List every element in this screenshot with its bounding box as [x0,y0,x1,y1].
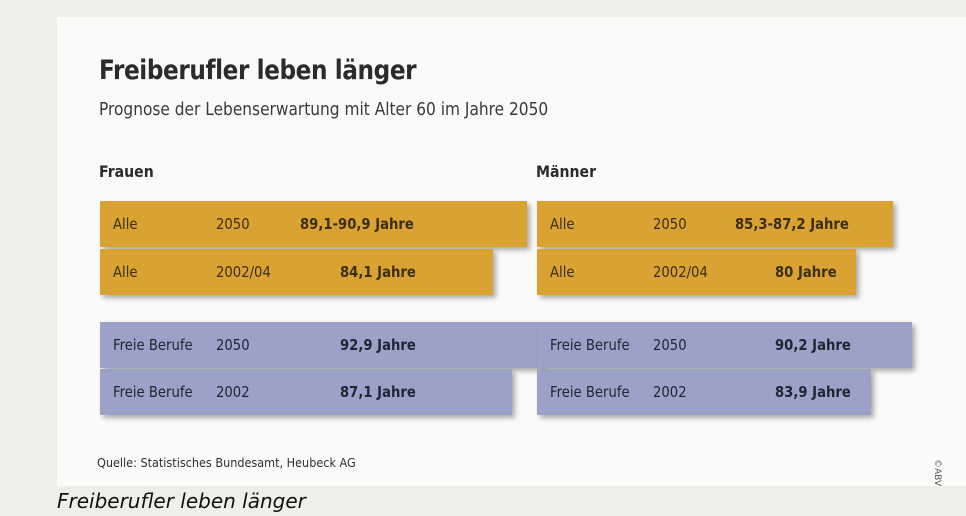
bar-category-label: Freie Berufe [550,383,630,401]
chart-subtitle: Prognose der Lebenserwartung mit Alter 6… [99,100,549,120]
bar-frauen-3: Freie Berufe 2002 87,1 Jahre [100,369,512,415]
infographic-panel: Freiberufler leben länger Prognose der L… [57,17,966,486]
bar-frauen-2: Freie Berufe 2050 92,9 Jahre [100,322,541,368]
bar-maenner-0: Alle 2050 85,3-87,2 Jahre [537,201,893,247]
bar-year-label: 2002 [216,383,250,401]
bar-year-label: 2002 [653,383,687,401]
bar-category-label: Freie Berufe [113,336,193,354]
source-note: Quelle: Statistisches Bundesamt, Heubeck… [97,455,356,470]
bar-value-label: 87,1 Jahre [340,383,416,401]
bar-year-label: 2050 [653,336,687,354]
group-title-frauen: Frauen [99,162,154,181]
image-caption: Freiberufler leben länger [57,489,306,513]
chart-title: Freiberufler leben länger [99,55,417,86]
bar-value-label: 85,3-87,2 Jahre [735,215,849,233]
bar-year-label: 2050 [216,215,250,233]
bar-value-label: 89,1-90,9 Jahre [300,215,414,233]
bar-category-label: Alle [550,263,575,281]
credit-label: ©ABV [932,459,942,487]
bar-year-label: 2002/04 [216,263,271,281]
bar-value-label: 80 Jahre [775,263,837,281]
bar-frauen-1: Alle 2002/04 84,1 Jahre [100,249,493,295]
bar-year-label: 2002/04 [653,263,708,281]
group-title-maenner: Männer [536,162,597,181]
bar-value-label: 84,1 Jahre [340,263,416,281]
bar-category-label: Alle [113,263,138,281]
bar-category-label: Freie Berufe [113,383,193,401]
bar-value-label: 83,9 Jahre [775,383,851,401]
bar-maenner-1: Alle 2002/04 80 Jahre [537,249,856,295]
bar-maenner-3: Freie Berufe 2002 83,9 Jahre [537,369,871,415]
bar-year-label: 2050 [653,215,687,233]
bar-year-label: 2050 [216,336,250,354]
bar-category-label: Freie Berufe [550,336,630,354]
bar-category-label: Alle [113,215,138,233]
bar-value-label: 90,2 Jahre [775,336,851,354]
bar-category-label: Alle [550,215,575,233]
bar-maenner-2: Freie Berufe 2050 90,2 Jahre [537,322,912,368]
bar-value-label: 92,9 Jahre [340,336,416,354]
bar-frauen-0: Alle 2050 89,1-90,9 Jahre [100,201,527,247]
